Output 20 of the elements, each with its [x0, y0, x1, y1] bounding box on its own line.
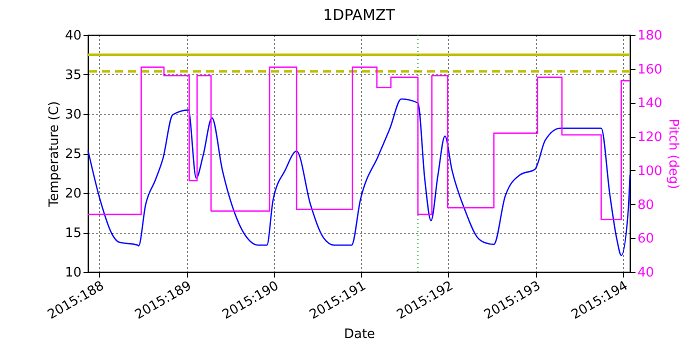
y2-tick-label: 40	[638, 266, 654, 280]
y-tick-label: 35	[64, 68, 82, 83]
y-tick-label: 20	[64, 186, 82, 202]
y2-axis-title: Pitch (deg)	[665, 118, 680, 190]
y2-tick-label: 120	[638, 130, 662, 146]
y-tick-label: 30	[64, 108, 82, 122]
x-axis-title: Date	[344, 326, 376, 342]
y-tick-label: 15	[64, 226, 82, 241]
y-tick-label: 10	[64, 266, 82, 280]
y2-tick-label: 80	[638, 198, 654, 213]
y2-tick-label: 140	[638, 96, 662, 112]
y2-tick-label: 180	[638, 28, 662, 44]
line-series	[87, 98, 631, 256]
y2-tick-label: 100	[638, 164, 662, 179]
y2-tick-label: 60	[638, 232, 654, 247]
y-axis-title: Temperature (C)	[46, 101, 62, 208]
y-tick-label: 40	[64, 28, 82, 44]
chart-title: 1DPAMZT	[323, 6, 396, 24]
y-tick-label: 25	[64, 147, 82, 162]
y2-tick-label: 160	[638, 62, 662, 78]
